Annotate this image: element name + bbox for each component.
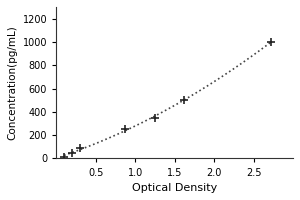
X-axis label: Optical Density: Optical Density bbox=[132, 183, 217, 193]
Y-axis label: Concentration(pg/mL): Concentration(pg/mL) bbox=[7, 25, 17, 140]
